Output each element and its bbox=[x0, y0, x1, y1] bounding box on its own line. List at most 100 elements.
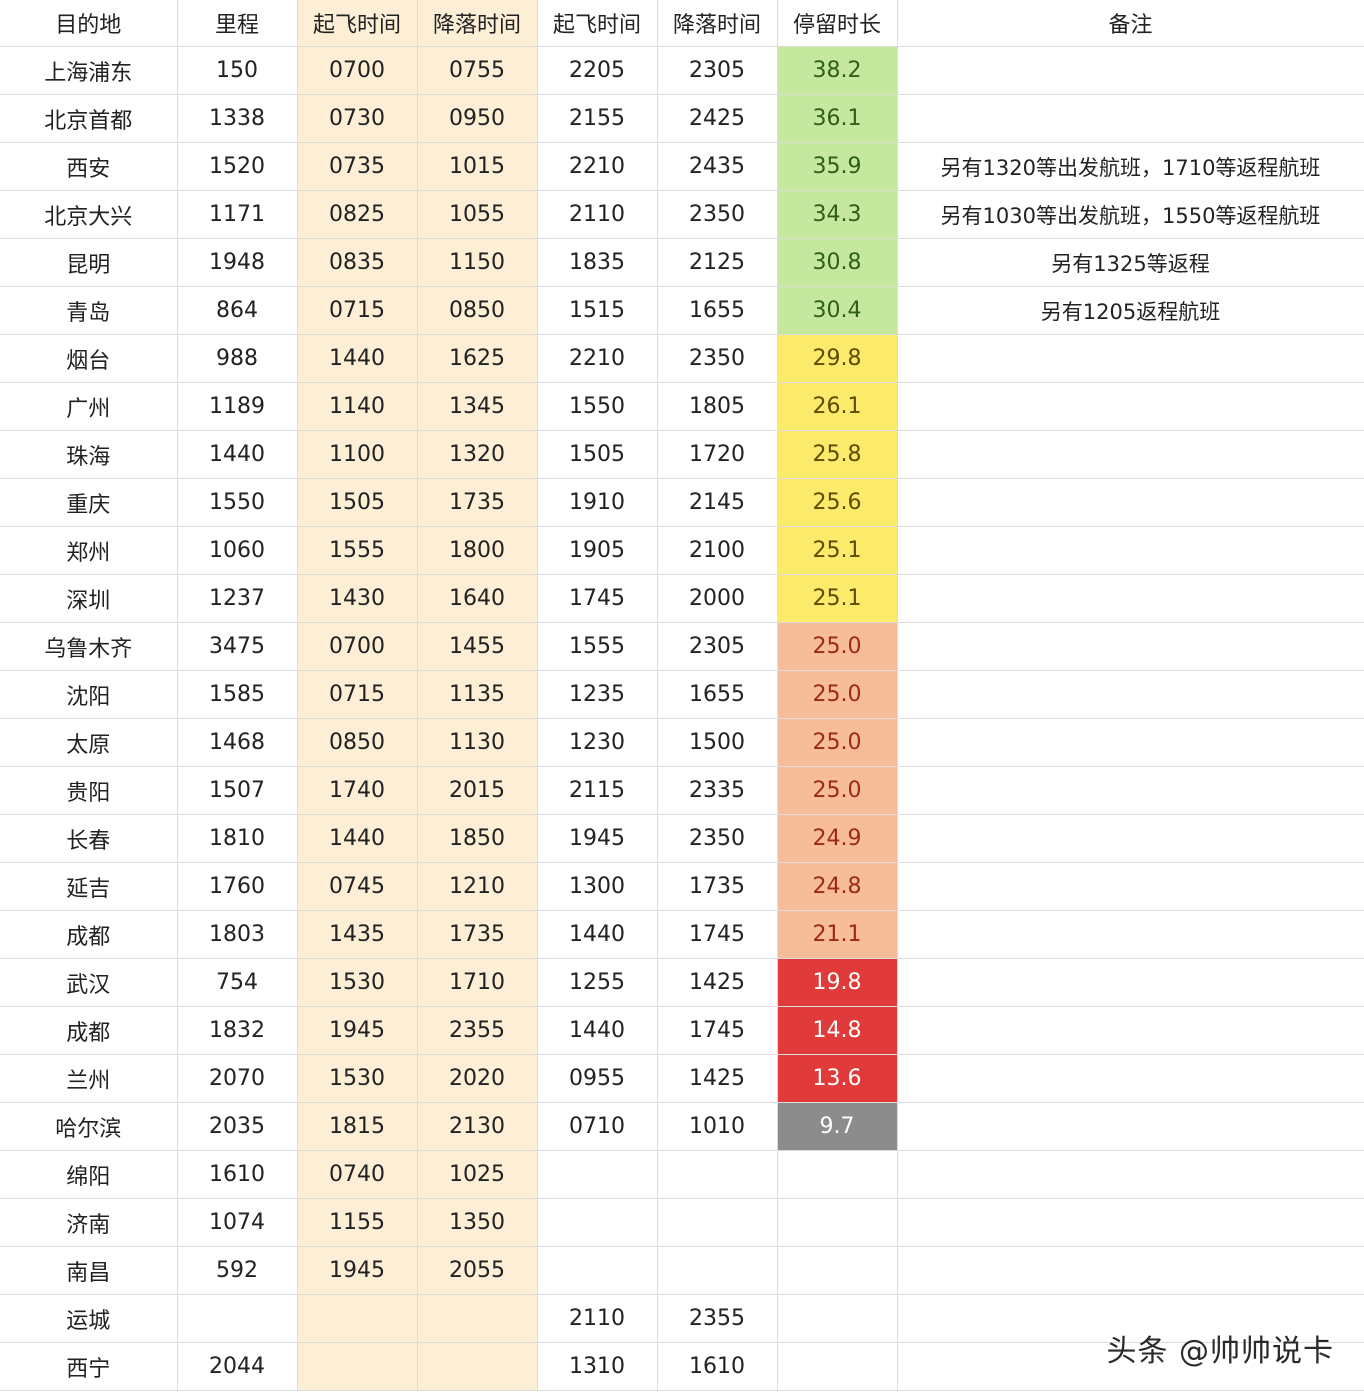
cell-outbound-departure: 1815 bbox=[297, 1102, 418, 1151]
cell-outbound-arrival: 1625 bbox=[417, 334, 538, 383]
cell-outbound-departure: 1155 bbox=[297, 1198, 418, 1247]
cell-stay-duration: 25.0 bbox=[777, 622, 898, 671]
table-row: 烟台 988 1440 1625 2210 2350 29.8 bbox=[0, 334, 1364, 383]
cell-outbound-departure bbox=[297, 1294, 418, 1343]
cell-destination: 北京大兴 bbox=[0, 190, 178, 239]
cell-destination: 沈阳 bbox=[0, 670, 178, 719]
cell-return-departure: 2115 bbox=[537, 766, 658, 815]
cell-outbound-departure: 1505 bbox=[297, 478, 418, 527]
table-row: 济南 1074 1155 1350 bbox=[0, 1198, 1364, 1247]
cell-remarks bbox=[897, 46, 1364, 95]
cell-remarks bbox=[897, 814, 1364, 863]
cell-stay-duration: 25.1 bbox=[777, 574, 898, 623]
cell-outbound-departure: 1435 bbox=[297, 910, 418, 959]
cell-remarks bbox=[897, 766, 1364, 815]
cell-outbound-arrival: 0755 bbox=[417, 46, 538, 95]
cell-return-departure: 1910 bbox=[537, 478, 658, 527]
header-row: 目的地 里程 起飞时间 降落时间 起飞时间 降落时间 停留时长 备注 bbox=[0, 0, 1364, 47]
table-row: 青岛 864 0715 0850 1515 1655 30.4 另有1205返程航班 bbox=[0, 286, 1364, 335]
cell-destination: 青岛 bbox=[0, 286, 178, 335]
cell-destination: 长春 bbox=[0, 814, 178, 863]
cell-return-arrival: 1610 bbox=[657, 1342, 778, 1391]
cell-remarks bbox=[897, 334, 1364, 383]
cell-return-arrival: 2100 bbox=[657, 526, 778, 575]
cell-return-departure: 1505 bbox=[537, 430, 658, 479]
cell-outbound-arrival: 1345 bbox=[417, 382, 538, 431]
cell-outbound-arrival: 1135 bbox=[417, 670, 538, 719]
cell-destination: 南昌 bbox=[0, 1246, 178, 1295]
cell-destination: 成都 bbox=[0, 910, 178, 959]
header-destination: 目的地 bbox=[0, 0, 178, 47]
table-row: 贵阳 1507 1740 2015 2115 2335 25.0 bbox=[0, 766, 1364, 815]
table-row: 广州 1189 1140 1345 1550 1805 26.1 bbox=[0, 382, 1364, 431]
cell-remarks bbox=[897, 670, 1364, 719]
header-outbound-departure: 起飞时间 bbox=[297, 0, 418, 47]
cell-stay-duration: 25.0 bbox=[777, 718, 898, 767]
cell-mileage: 1468 bbox=[177, 718, 298, 767]
cell-destination: 深圳 bbox=[0, 574, 178, 623]
cell-return-arrival: 2350 bbox=[657, 814, 778, 863]
cell-return-departure: 0710 bbox=[537, 1102, 658, 1151]
cell-outbound-departure: 1440 bbox=[297, 334, 418, 383]
cell-outbound-arrival: 1710 bbox=[417, 958, 538, 1007]
cell-remarks bbox=[897, 622, 1364, 671]
cell-remarks bbox=[897, 1198, 1364, 1247]
cell-remarks bbox=[897, 430, 1364, 479]
cell-destination: 济南 bbox=[0, 1198, 178, 1247]
cell-return-arrival: 1805 bbox=[657, 382, 778, 431]
cell-stay-duration: 36.1 bbox=[777, 94, 898, 143]
cell-outbound-arrival: 2055 bbox=[417, 1246, 538, 1295]
cell-return-departure: 1230 bbox=[537, 718, 658, 767]
cell-outbound-arrival: 1320 bbox=[417, 430, 538, 479]
cell-return-departure: 1905 bbox=[537, 526, 658, 575]
cell-outbound-departure: 0850 bbox=[297, 718, 418, 767]
cell-outbound-arrival: 1735 bbox=[417, 478, 538, 527]
cell-return-departure: 0955 bbox=[537, 1054, 658, 1103]
header-remarks: 备注 bbox=[897, 0, 1364, 47]
cell-destination: 重庆 bbox=[0, 478, 178, 527]
cell-mileage: 2070 bbox=[177, 1054, 298, 1103]
cell-return-arrival: 2000 bbox=[657, 574, 778, 623]
cell-destination: 西安 bbox=[0, 142, 178, 191]
cell-remarks: 另有1205返程航班 bbox=[897, 286, 1364, 335]
table-body: 上海浦东 150 0700 0755 2205 2305 38.2 北京首都 1338 0730 0… bbox=[0, 46, 1364, 1391]
cell-outbound-arrival: 2015 bbox=[417, 766, 538, 815]
table-row: 太原 1468 0850 1130 1230 1500 25.0 bbox=[0, 718, 1364, 767]
table-row: 昆明 1948 0835 1150 1835 2125 30.8 另有1325等返程 bbox=[0, 238, 1364, 287]
cell-return-arrival: 1500 bbox=[657, 718, 778, 767]
cell-mileage: 2035 bbox=[177, 1102, 298, 1151]
cell-return-arrival bbox=[657, 1246, 778, 1295]
cell-outbound-departure: 1100 bbox=[297, 430, 418, 479]
header-return-departure: 起飞时间 bbox=[537, 0, 658, 47]
cell-remarks bbox=[897, 526, 1364, 575]
cell-outbound-departure: 1530 bbox=[297, 1054, 418, 1103]
cell-remarks bbox=[897, 862, 1364, 911]
table-row: 成都 1832 1945 2355 1440 1745 14.8 bbox=[0, 1006, 1364, 1055]
cell-return-departure: 1255 bbox=[537, 958, 658, 1007]
cell-remarks bbox=[897, 910, 1364, 959]
cell-return-departure: 1440 bbox=[537, 910, 658, 959]
table-row: 绵阳 1610 0740 1025 bbox=[0, 1150, 1364, 1199]
cell-mileage: 150 bbox=[177, 46, 298, 95]
cell-return-arrival: 2350 bbox=[657, 190, 778, 239]
cell-return-departure: 1235 bbox=[537, 670, 658, 719]
cell-mileage: 1832 bbox=[177, 1006, 298, 1055]
table-row: 兰州 2070 1530 2020 0955 1425 13.6 bbox=[0, 1054, 1364, 1103]
cell-outbound-departure: 1555 bbox=[297, 526, 418, 575]
cell-stay-duration: 35.9 bbox=[777, 142, 898, 191]
header-stay-duration: 停留时长 bbox=[777, 0, 898, 47]
table-row: 珠海 1440 1100 1320 1505 1720 25.8 bbox=[0, 430, 1364, 479]
cell-remarks: 另有1030等出发航班，1550等返程航班 bbox=[897, 190, 1364, 239]
cell-mileage: 864 bbox=[177, 286, 298, 335]
cell-outbound-arrival: 2020 bbox=[417, 1054, 538, 1103]
cell-remarks bbox=[897, 94, 1364, 143]
cell-stay-duration: 26.1 bbox=[777, 382, 898, 431]
cell-destination: 武汉 bbox=[0, 958, 178, 1007]
cell-outbound-departure: 0715 bbox=[297, 286, 418, 335]
cell-stay-duration: 25.6 bbox=[777, 478, 898, 527]
cell-stay-duration: 30.8 bbox=[777, 238, 898, 287]
cell-destination: 西宁 bbox=[0, 1342, 178, 1391]
cell-outbound-departure: 0740 bbox=[297, 1150, 418, 1199]
cell-mileage: 1803 bbox=[177, 910, 298, 959]
